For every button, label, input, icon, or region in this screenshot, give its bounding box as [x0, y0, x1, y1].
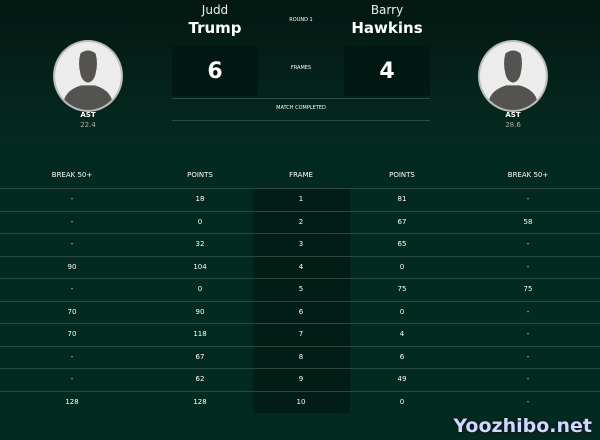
cell-points-right: 4 — [399, 330, 405, 338]
cell-frame: 3 — [298, 240, 304, 248]
player1-avatar — [53, 40, 123, 112]
cell-frame: 10 — [296, 397, 306, 406]
cell-points-right: 0 — [399, 397, 405, 406]
table-row: 70 90 6 0 - — [0, 300, 600, 324]
table-row: 70 118 7 4 - — [0, 323, 600, 346]
cell-break-left: - — [70, 285, 74, 293]
cell-frame: 4 — [298, 262, 304, 271]
player1-score: 6 — [172, 46, 258, 96]
table-row: 128 128 10 0 - — [0, 390, 600, 414]
cell-points-left: 67 — [195, 352, 205, 361]
cell-points-right: 65 — [397, 240, 407, 248]
cell-break-right: - — [526, 397, 530, 406]
cell-points-right: 67 — [397, 217, 407, 226]
column-header-break-left: BREAK 50+ — [51, 171, 93, 179]
player2-stat-label: AST — [505, 111, 521, 119]
watermark: Yoozhibo.net — [453, 415, 592, 437]
table-row: - 62 9 49 - — [0, 368, 600, 391]
cell-break-right: - — [526, 330, 530, 338]
cell-break-left: - — [70, 195, 74, 203]
table-row: - 32 3 65 - — [0, 233, 600, 256]
cell-break-left: 90 — [67, 262, 77, 271]
player1-stat-label: AST — [80, 111, 96, 119]
cell-points-right: 75 — [397, 285, 407, 293]
cell-points-right: 81 — [397, 195, 407, 203]
cell-break-left: - — [70, 352, 74, 361]
table-header: BREAK 50+ POINTS FRAME POINTS BREAK 50+ — [0, 168, 600, 188]
cell-points-left: 0 — [197, 285, 203, 293]
cell-break-right: - — [526, 262, 530, 271]
cell-points-left: 128 — [193, 397, 207, 406]
table-row: - 0 2 67 58 — [0, 210, 600, 234]
cell-points-left: 32 — [195, 240, 205, 248]
cell-break-left: - — [70, 240, 74, 248]
table-row: 90 104 4 0 - — [0, 255, 600, 279]
cell-points-left: 18 — [195, 195, 205, 203]
cell-break-right: - — [526, 352, 530, 361]
cell-frame: 5 — [298, 285, 304, 293]
cell-points-right: 0 — [399, 307, 405, 316]
cell-break-right: 75 — [523, 285, 533, 293]
divider — [172, 98, 430, 99]
column-header-points-left: POINTS — [187, 171, 213, 179]
cell-break-left: 128 — [65, 397, 79, 406]
cell-break-left: 70 — [67, 307, 77, 316]
cell-frame: 1 — [298, 195, 304, 203]
cell-points-left: 104 — [193, 262, 207, 271]
divider — [172, 120, 430, 121]
player2-stat-value: 28.6 — [505, 121, 521, 129]
player1-first-name: Judd — [201, 3, 229, 17]
cell-frame: 6 — [298, 307, 304, 316]
cell-points-right: 0 — [399, 262, 405, 271]
match-status: MATCH COMPLETED — [276, 105, 326, 111]
cell-points-right: 6 — [399, 352, 405, 361]
cell-break-right: 58 — [523, 217, 533, 226]
player1-last-name: Trump — [188, 19, 242, 37]
player2-first-name: Barry — [370, 3, 404, 17]
cell-break-right: - — [526, 307, 530, 316]
cell-frame: 7 — [298, 330, 304, 338]
cell-frame: 8 — [298, 352, 304, 361]
column-header-points-right: POINTS — [389, 171, 415, 179]
cell-break-right: - — [526, 195, 530, 203]
player2-last-name: Hawkins — [351, 19, 423, 37]
cell-points-left: 90 — [195, 307, 205, 316]
cell-frame: 9 — [298, 375, 304, 383]
column-header-break-right: BREAK 50+ — [507, 171, 549, 179]
cell-break-right: - — [526, 240, 530, 248]
player1-stat-value: 22.4 — [80, 121, 96, 129]
cell-break-left: - — [70, 217, 74, 226]
cell-break-left: - — [70, 375, 74, 383]
table-row: - 18 1 81 - — [0, 188, 600, 211]
player2-avatar — [478, 40, 548, 112]
cell-points-right: 49 — [397, 375, 407, 383]
cell-break-right: - — [526, 375, 530, 383]
frames-label: FRAMES — [290, 65, 312, 71]
cell-points-left: 0 — [197, 217, 203, 226]
cell-break-left: 70 — [67, 330, 77, 338]
column-header-frame: FRAME — [289, 171, 313, 179]
cell-points-left: 62 — [195, 375, 205, 383]
cell-frame: 2 — [298, 217, 304, 226]
cell-points-left: 118 — [193, 330, 207, 338]
round-label: ROUND 1 — [289, 17, 313, 23]
player2-score: 4 — [344, 46, 430, 96]
table-row: - 67 8 6 - — [0, 345, 600, 369]
table-row: - 0 5 75 75 — [0, 278, 600, 301]
